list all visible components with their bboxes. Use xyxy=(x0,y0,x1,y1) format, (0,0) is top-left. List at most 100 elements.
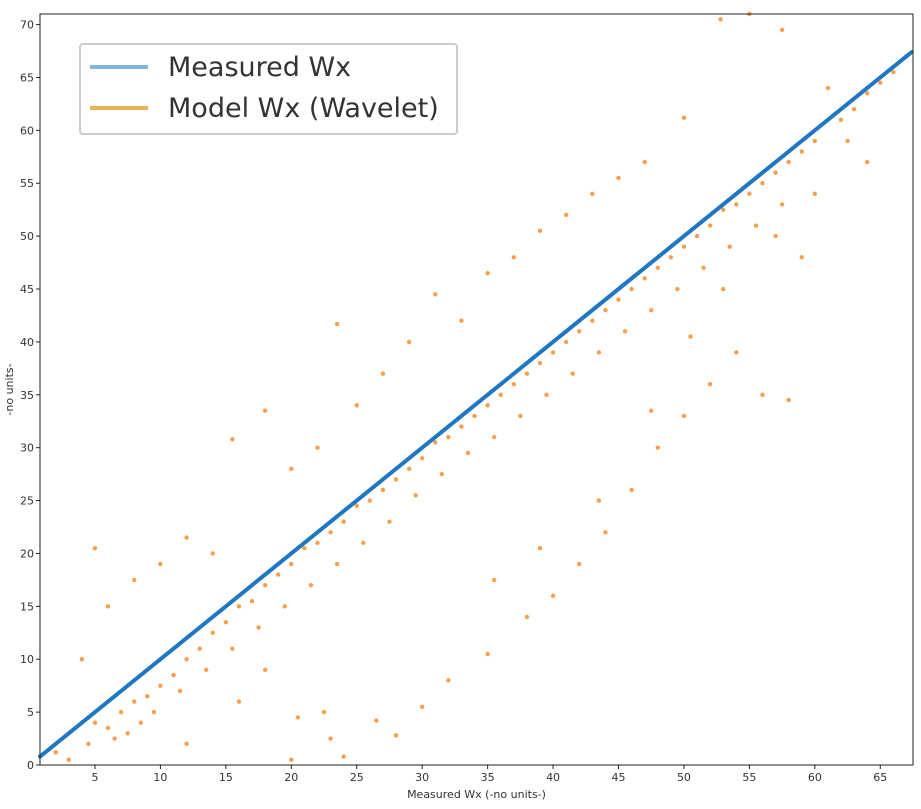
model-point xyxy=(570,371,575,376)
model-point xyxy=(524,371,530,376)
model-point xyxy=(563,212,569,218)
model-point xyxy=(878,80,883,85)
model-point xyxy=(341,754,346,759)
model-point xyxy=(79,657,85,662)
model-point xyxy=(577,329,582,334)
model-point xyxy=(289,466,294,472)
model-point xyxy=(544,392,549,397)
model-point xyxy=(779,27,785,33)
model-point xyxy=(491,434,497,440)
x-tick-label: 10 xyxy=(153,771,167,784)
model-point xyxy=(328,736,333,741)
model-point xyxy=(511,255,517,260)
model-point xyxy=(171,672,176,678)
y-axis-label: -no units- xyxy=(3,363,16,415)
model-point xyxy=(550,350,556,355)
model-point xyxy=(184,657,189,662)
measured-series-line xyxy=(38,50,914,759)
model-point xyxy=(132,699,137,704)
model-point xyxy=(380,487,386,493)
model-point xyxy=(773,170,778,175)
model-point xyxy=(112,736,117,741)
model-point xyxy=(66,757,71,762)
x-tick-label: 55 xyxy=(742,771,756,784)
model-point xyxy=(688,334,693,339)
model-point xyxy=(236,699,242,704)
model-point xyxy=(406,339,412,345)
x-tick-label: 40 xyxy=(546,771,560,784)
model-point xyxy=(433,292,438,297)
model-point xyxy=(701,265,706,271)
model-point xyxy=(590,191,595,197)
model-point xyxy=(524,614,530,620)
x-tick-label: 5 xyxy=(91,771,98,784)
model-point xyxy=(485,403,490,408)
model-point xyxy=(590,318,595,323)
model-point xyxy=(642,159,647,165)
model-point xyxy=(145,694,150,699)
model-point xyxy=(302,545,307,551)
model-point xyxy=(563,339,569,345)
x-tick-label: 60 xyxy=(808,771,822,784)
model-point xyxy=(262,408,268,413)
y-tick-label: 35 xyxy=(20,389,34,402)
model-point xyxy=(727,244,732,249)
model-point xyxy=(289,757,294,762)
model-point xyxy=(721,286,726,292)
y-tick-label: 40 xyxy=(20,336,34,349)
model-point xyxy=(718,17,723,22)
model-point xyxy=(105,604,111,609)
model-point xyxy=(354,403,359,408)
points-layer xyxy=(53,11,909,762)
y-tick-label: 5 xyxy=(27,706,34,719)
x-tick-label: 15 xyxy=(219,771,233,784)
model-point xyxy=(230,646,235,651)
model-point xyxy=(845,138,850,144)
model-point xyxy=(105,725,111,731)
model-point xyxy=(838,117,844,122)
model-point xyxy=(681,413,687,419)
model-point xyxy=(550,593,556,598)
model-point xyxy=(118,709,124,715)
y-tick-label: 65 xyxy=(20,71,34,84)
model-point xyxy=(158,561,163,567)
model-point xyxy=(53,750,58,755)
model-point xyxy=(92,720,98,725)
model-point xyxy=(485,651,490,657)
model-point xyxy=(354,503,359,509)
model-point xyxy=(891,69,896,75)
model-point xyxy=(851,106,857,112)
model-point xyxy=(433,440,438,445)
model-point xyxy=(472,413,477,419)
model-point xyxy=(485,270,490,276)
model-point xyxy=(315,540,320,546)
y-tick-label: 30 xyxy=(20,442,34,455)
model-point xyxy=(629,286,634,292)
model-point xyxy=(151,709,157,715)
y-tick-label: 60 xyxy=(20,124,34,137)
model-point xyxy=(158,683,163,688)
model-point xyxy=(721,207,726,212)
model-point xyxy=(537,228,543,234)
legend: Measured Wx Model Wx (Wavelet) xyxy=(79,43,458,135)
model-point xyxy=(734,350,739,355)
model-point xyxy=(681,244,687,249)
model-point xyxy=(681,115,687,120)
model-point xyxy=(361,540,366,546)
y-axis-ticks: 0 5 10 15 20 25 30 35 40 45 50 55 60 65 70 xyxy=(20,19,40,772)
model-point xyxy=(622,329,628,334)
model-point xyxy=(459,318,464,323)
model-point xyxy=(465,450,471,456)
model-point xyxy=(393,477,399,482)
model-point xyxy=(675,286,680,292)
model-point xyxy=(328,530,333,535)
y-tick-label: 15 xyxy=(20,600,34,613)
model-point xyxy=(760,392,765,397)
model-point xyxy=(413,493,418,498)
x-tick-label: 65 xyxy=(873,771,887,784)
model-point xyxy=(825,85,831,91)
model-point xyxy=(707,223,713,228)
model-point xyxy=(655,445,660,450)
model-point xyxy=(734,202,739,207)
